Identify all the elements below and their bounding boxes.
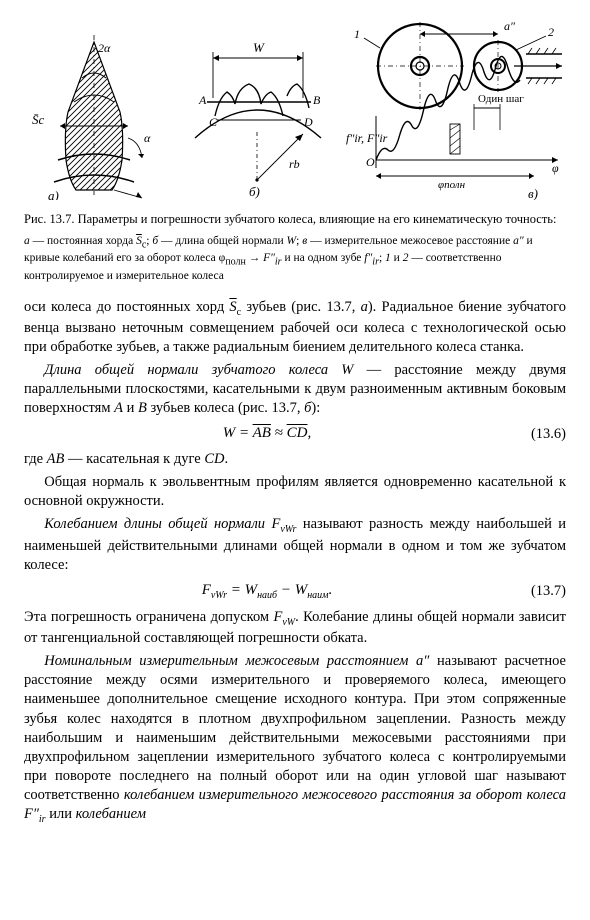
figure-caption: Рис. 13.7. Параметры и погрешности зубча… xyxy=(24,212,566,228)
label-a-dblprime: a″ xyxy=(504,20,516,33)
label-odin-shag: Один шаг xyxy=(478,93,524,105)
equation-13-6: W = AB ≈ CD, (13.6) xyxy=(24,424,566,444)
term-kolebanie: Колебанием длины общей нормали xyxy=(44,516,265,532)
figure-v-label: в) xyxy=(528,186,538,200)
label-1: 1 xyxy=(354,27,360,41)
paragraph-6: Эта погрешность ограничена допуском FvW.… xyxy=(24,608,566,648)
paragraph-3: где АВ — касательная к дуге CD. xyxy=(24,450,566,469)
label-D: D xyxy=(303,115,313,129)
figure-a-svg: 2α S̄c α rb а) xyxy=(24,30,164,200)
figure-caption-detail: а — постоянная хорда Sc; б — длина общей… xyxy=(24,234,566,284)
term-kolebaniem-tail: колебанием xyxy=(76,806,146,822)
paragraph-2: Длина общей нормали зубчатого колеса W —… xyxy=(24,361,566,418)
figure-panel-a: 2α S̄c α rb а) xyxy=(24,30,164,200)
figure-panel-b: W A B C D rb б) xyxy=(175,30,335,200)
label-A: A xyxy=(198,93,207,107)
paragraph-4: Общая нормаль к эвольвентным профилям яв… xyxy=(24,473,566,511)
label-phi-poln: φполн xyxy=(438,179,466,191)
term-nominal-a: Номинальным измерительным межосевым расс… xyxy=(44,653,429,669)
paragraph-1: оси колеса до постоянных хорд Sc зубьев … xyxy=(24,298,566,357)
paragraph-5: Колебанием длины общей нормали FvWr назы… xyxy=(24,515,566,574)
label-2alpha: 2α xyxy=(98,41,111,55)
figure-b-label: б) xyxy=(249,184,260,199)
figure-v-svg: a″ 1 2 Один шаг f″ir, F″ir O φ φполн в) xyxy=(346,20,566,200)
term-length-normal: Длина общей нормали зубчатого колеса W xyxy=(44,362,353,378)
figure-13-7: 2α S̄c α rb а) xyxy=(24,20,566,200)
label-phi: φ xyxy=(552,161,559,175)
equation-number-13-7: (13.7) xyxy=(510,582,566,601)
equation-number-13-6: (13.6) xyxy=(510,425,566,444)
label-2: 2 xyxy=(548,25,554,39)
label-W: W xyxy=(253,40,265,55)
figure-a-label: а) xyxy=(48,188,59,200)
label-rb-a: rb xyxy=(142,197,153,200)
paragraph-7: Номинальным измерительным межосевым расс… xyxy=(24,652,566,826)
term-kolebanie-mezhos: колебанием измерительного межосевого рас… xyxy=(124,787,566,803)
label-fir-Fir: f″ir, F″ir xyxy=(346,131,388,145)
figure-panel-v: a″ 1 2 Один шаг f″ir, F″ir O φ φполн в) xyxy=(346,20,566,200)
label-B: B xyxy=(313,93,321,107)
label-rb-b: rb xyxy=(289,157,300,171)
label-O: O xyxy=(366,155,375,169)
label-Sc: S̄c xyxy=(32,112,45,127)
label-C: C xyxy=(209,115,218,129)
figure-b-svg: W A B C D rb б) xyxy=(175,30,335,200)
equation-13-7: FvWr = Wнаиб − Wнаим. (13.7) xyxy=(24,581,566,602)
label-alpha: α xyxy=(144,131,151,145)
